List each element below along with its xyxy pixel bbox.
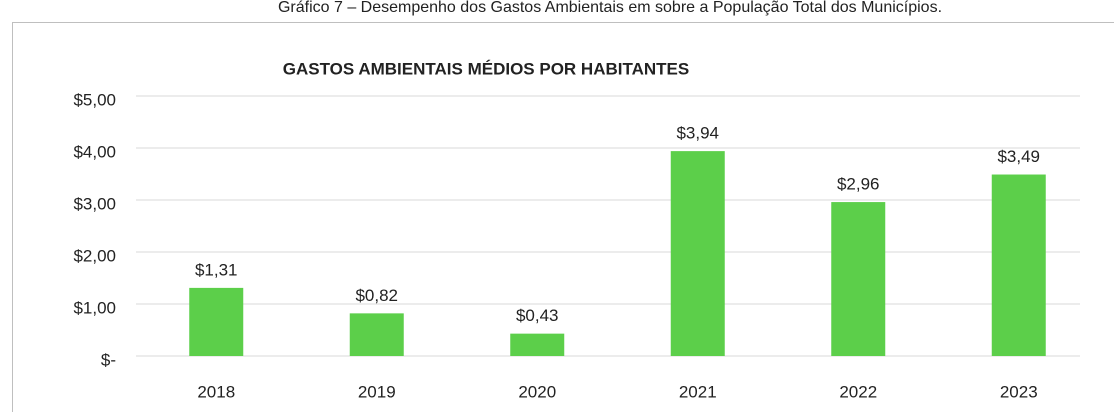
caption: Gráfico 7 – Desempenho dos Gastos Ambien…: [278, 0, 942, 16]
bar: [350, 313, 404, 356]
bar: [510, 334, 564, 356]
data-label: $1,31: [195, 260, 238, 279]
x-tick-label: 2023: [1000, 382, 1038, 401]
y-tick-label: $-: [101, 350, 116, 369]
y-tick-label: $1,00: [73, 298, 116, 317]
data-label: $0,43: [516, 306, 559, 325]
x-tick-label: 2021: [679, 382, 717, 401]
y-tick-label: $4,00: [73, 142, 116, 161]
bar: [671, 151, 725, 356]
bar: [831, 202, 885, 356]
data-label: $2,96: [837, 175, 880, 194]
x-tick-label: 2020: [518, 382, 556, 401]
data-label: $3,94: [676, 124, 719, 143]
y-tick-label: $2,00: [73, 246, 116, 265]
bar: [189, 288, 243, 356]
y-tick-label: $3,00: [73, 194, 116, 213]
x-tick-label: 2019: [358, 382, 396, 401]
x-tick-label: 2018: [197, 382, 235, 401]
data-label: $0,82: [355, 286, 398, 305]
x-tick-label: 2022: [839, 382, 877, 401]
data-label: $3,49: [997, 147, 1040, 166]
y-tick-label: $5,00: [73, 90, 116, 109]
bar: [992, 175, 1046, 356]
chart-title: GASTOS AMBIENTAIS MÉDIOS POR HABITANTES: [283, 59, 689, 78]
